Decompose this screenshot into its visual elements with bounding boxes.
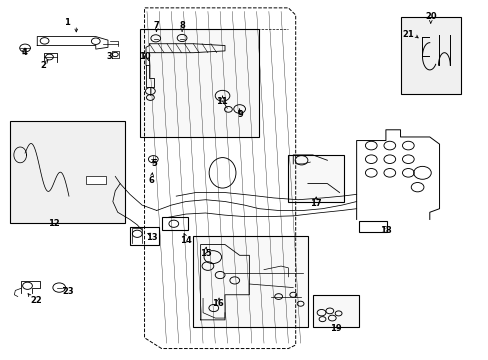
Text: 4: 4 xyxy=(21,48,27,57)
Bar xyxy=(358,221,386,232)
Text: 13: 13 xyxy=(146,233,157,242)
Bar xyxy=(140,30,259,137)
Text: 1: 1 xyxy=(63,18,69,27)
Bar xyxy=(288,155,344,202)
Text: 23: 23 xyxy=(62,287,74,296)
Bar xyxy=(10,121,125,223)
Text: 21: 21 xyxy=(401,30,413,39)
Text: 14: 14 xyxy=(180,237,191,246)
Text: 2: 2 xyxy=(41,61,46,70)
Text: 7: 7 xyxy=(154,21,159,30)
Bar xyxy=(193,235,307,327)
Text: 11: 11 xyxy=(215,97,227,106)
Text: 17: 17 xyxy=(310,199,321,208)
Text: 22: 22 xyxy=(30,296,41,305)
Text: 15: 15 xyxy=(199,249,211,258)
Text: 10: 10 xyxy=(139,53,150,62)
Text: 5: 5 xyxy=(151,159,157,168)
Text: 16: 16 xyxy=(211,299,223,308)
Bar xyxy=(312,295,358,327)
Bar xyxy=(130,227,159,244)
Bar xyxy=(86,176,105,184)
Text: 20: 20 xyxy=(424,12,436,21)
Text: 3: 3 xyxy=(106,52,112,61)
Text: 6: 6 xyxy=(149,176,155,185)
Text: 12: 12 xyxy=(48,219,60,228)
Bar xyxy=(161,217,188,230)
Bar xyxy=(400,17,461,94)
Text: 19: 19 xyxy=(329,324,341,333)
Text: 9: 9 xyxy=(237,110,243,119)
Text: 18: 18 xyxy=(379,226,391,235)
Text: 8: 8 xyxy=(179,21,184,30)
